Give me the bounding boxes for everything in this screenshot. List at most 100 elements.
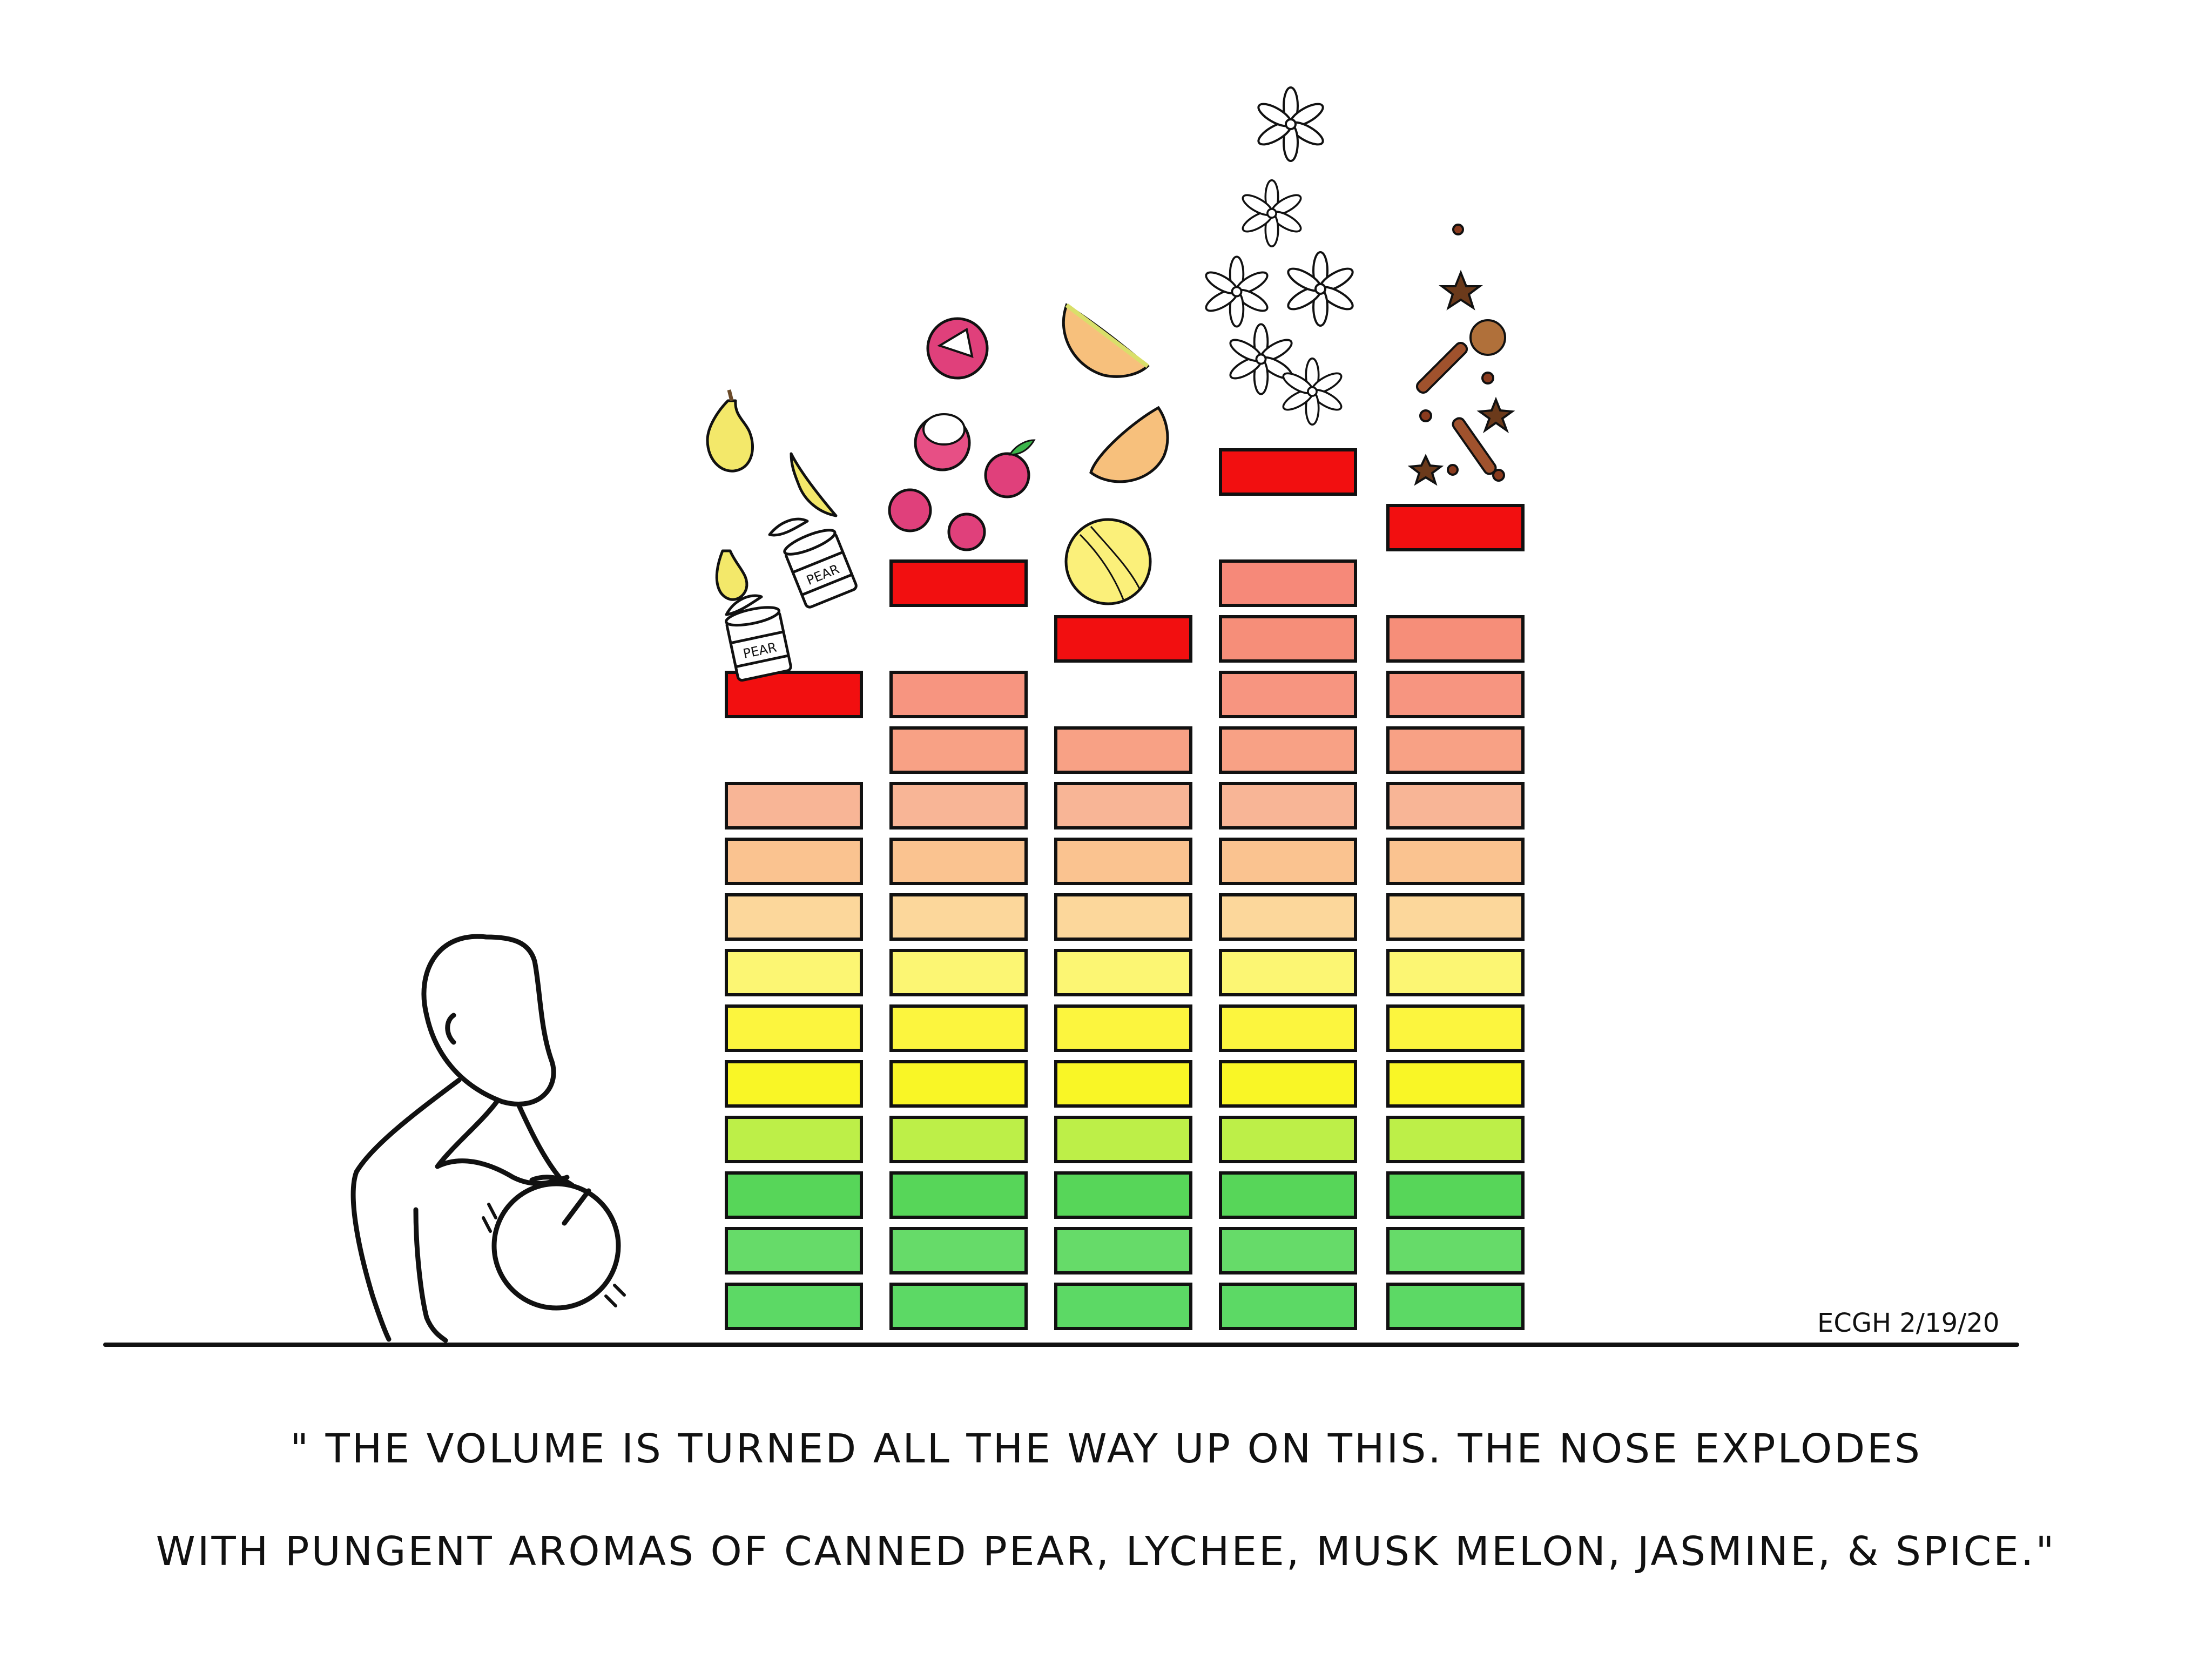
meter-segment xyxy=(889,1227,1028,1274)
meter-segment xyxy=(1219,782,1357,830)
meter-segment xyxy=(889,1283,1028,1330)
meter-segment xyxy=(1386,1116,1525,1163)
meter-column-lychee xyxy=(889,559,1028,1330)
star-anise-icon xyxy=(1476,396,1515,434)
pear-can-icon: PEAR xyxy=(725,606,792,682)
star-anise-icon xyxy=(1407,454,1444,486)
cinnamon-stick-icon xyxy=(1415,341,1468,394)
meter-segment xyxy=(725,782,863,830)
meter-segment xyxy=(1054,949,1192,996)
jasmine-flower-icon xyxy=(1242,179,1302,248)
pear-icon xyxy=(715,549,748,601)
lychee-icon xyxy=(888,488,932,532)
peppercorn-icon xyxy=(1492,469,1505,482)
meter-segment xyxy=(889,1004,1028,1052)
can-lid-icon xyxy=(725,594,763,616)
person-back xyxy=(350,1077,462,1342)
meter-segment xyxy=(1219,1171,1357,1219)
jasmine-illustration xyxy=(1205,86,1354,426)
meter-segment xyxy=(1054,1004,1192,1052)
meter-segment xyxy=(1219,1116,1357,1163)
meter-segment xyxy=(889,1116,1028,1163)
meter-segment xyxy=(1219,726,1357,774)
knob-indicator xyxy=(562,1188,591,1226)
meter-segment xyxy=(725,1004,863,1052)
person-turning-knob xyxy=(350,934,575,1343)
jasmine-flower-icon xyxy=(1229,323,1293,395)
meter-segment xyxy=(889,782,1028,830)
knob-motion-mark-left xyxy=(482,1203,497,1233)
meter-segment xyxy=(725,893,863,941)
meter-segment xyxy=(1386,1227,1525,1274)
lychee-illustration xyxy=(888,317,1036,551)
meter-segment xyxy=(1219,615,1357,663)
meter-peak-indicator xyxy=(1219,448,1357,496)
volume-meter xyxy=(725,448,1525,1330)
meter-segment xyxy=(1054,1116,1192,1163)
meter-segment xyxy=(725,1060,863,1108)
melon-icon xyxy=(1064,518,1152,605)
meter-segment xyxy=(1219,1060,1357,1108)
meter-segment xyxy=(1054,1171,1192,1219)
peppercorn-icon xyxy=(1481,372,1494,385)
meter-segment xyxy=(725,949,863,996)
meter-segment xyxy=(1219,1283,1357,1330)
meter-segment xyxy=(725,1283,863,1330)
meter-segment xyxy=(1219,949,1357,996)
meter-column-musk-melon xyxy=(1054,615,1192,1330)
musk-melon-illustration xyxy=(1062,303,1169,605)
melon-slice-icon xyxy=(1062,303,1150,378)
meter-segment xyxy=(1054,838,1192,885)
lychee-icon xyxy=(947,512,986,551)
jasmine-flower-icon xyxy=(1257,86,1324,162)
meter-segment xyxy=(725,838,863,885)
artist-signature: ECGH 2/19/20 xyxy=(1817,1308,2000,1338)
nutmeg-icon xyxy=(1469,319,1506,356)
knob-motion-mark-right xyxy=(604,1284,626,1307)
meter-segment xyxy=(1219,559,1357,607)
caption-line-1: " THE VOLUME IS TURNED ALL THE WAY UP ON… xyxy=(290,1426,1922,1472)
caption-line-2: WITH PUNGENT AROMAS OF CANNED PEAR, LYCH… xyxy=(156,1528,2056,1575)
canned-pear-illustration: PEAR PEAR xyxy=(706,389,858,682)
meter-segment xyxy=(1386,1060,1525,1108)
peppercorn-icon xyxy=(1419,409,1432,422)
jasmine-flower-icon xyxy=(1205,255,1269,328)
meter-segment xyxy=(889,726,1028,774)
meter-peak-indicator xyxy=(1386,504,1525,551)
jasmine-flower-icon xyxy=(1287,251,1354,327)
meter-segment xyxy=(1054,1283,1192,1330)
meter-segment xyxy=(889,949,1028,996)
meter-segment xyxy=(889,671,1028,718)
lychee-icon xyxy=(984,452,1030,498)
meter-segment xyxy=(725,1171,863,1219)
pear-can-icon: PEAR xyxy=(783,529,858,609)
meter-segment xyxy=(725,1227,863,1274)
meter-segment xyxy=(1219,671,1357,718)
volume-knob[interactable] xyxy=(482,1181,626,1311)
peppercorn-icon xyxy=(1447,464,1459,476)
jasmine-flower-icon xyxy=(1282,357,1343,426)
meter-segment xyxy=(1054,782,1192,830)
meter-segment xyxy=(1054,726,1192,774)
meter-segment xyxy=(1219,1004,1357,1052)
meter-segment xyxy=(1219,893,1357,941)
meter-segment xyxy=(1386,782,1525,830)
meter-segment xyxy=(1386,838,1525,885)
meter-segment xyxy=(1386,1283,1525,1330)
meter-column-jasmine xyxy=(1219,448,1357,1330)
person-ear xyxy=(445,1013,456,1045)
melon-slice-icon xyxy=(1089,406,1169,483)
person-head xyxy=(421,934,556,1107)
person-arm-upper xyxy=(435,1099,570,1186)
meter-segment xyxy=(1386,726,1525,774)
meter-segment xyxy=(889,1060,1028,1108)
meter-segment xyxy=(1054,1060,1192,1108)
meter-segment xyxy=(1054,1227,1192,1274)
meter-peak-indicator xyxy=(1054,615,1192,663)
star-anise-icon xyxy=(1439,269,1483,311)
meter-segment xyxy=(1219,1227,1357,1274)
meter-segment xyxy=(1386,1004,1525,1052)
meter-segment xyxy=(889,893,1028,941)
meter-segment xyxy=(889,1171,1028,1219)
